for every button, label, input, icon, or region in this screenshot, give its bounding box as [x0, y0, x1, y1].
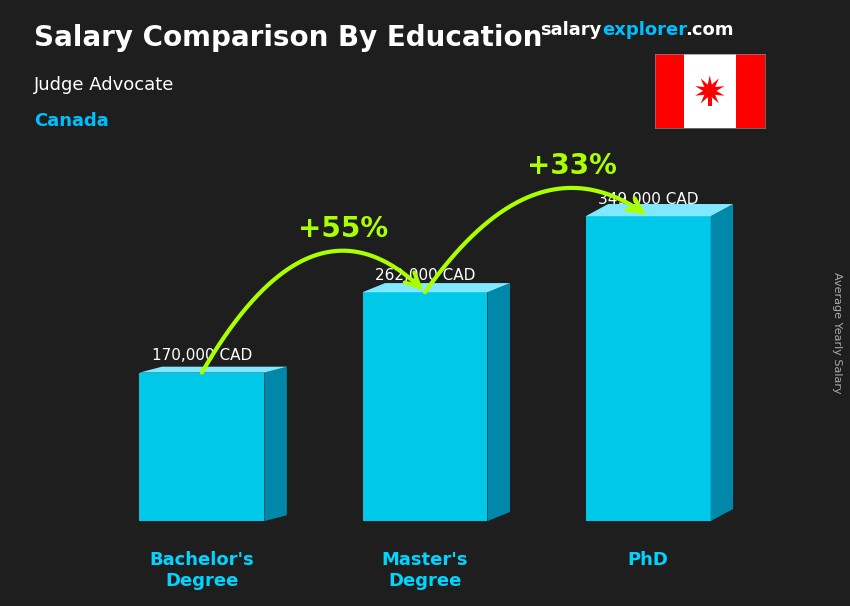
Bar [362, 292, 487, 521]
Text: Master's
Degree: Master's Degree [382, 551, 468, 590]
Text: 262,000 CAD: 262,000 CAD [375, 268, 475, 283]
Text: +55%: +55% [298, 215, 388, 243]
Text: Average Yearly Salary: Average Yearly Salary [832, 273, 842, 394]
Text: Canada: Canada [34, 112, 109, 130]
Polygon shape [487, 283, 510, 521]
Text: salary: salary [540, 21, 601, 39]
Bar [684, 54, 735, 128]
Polygon shape [586, 204, 733, 216]
Polygon shape [264, 367, 286, 521]
Text: Judge Advocate: Judge Advocate [34, 76, 174, 94]
Bar [707, 98, 712, 107]
Text: +33%: +33% [527, 152, 617, 181]
Polygon shape [695, 75, 724, 107]
Bar [735, 54, 765, 128]
Polygon shape [139, 367, 286, 373]
Text: explorer: explorer [602, 21, 687, 39]
Text: PhD: PhD [627, 551, 669, 569]
Text: .com: .com [685, 21, 734, 39]
Bar [654, 54, 684, 128]
Bar [139, 373, 264, 521]
Text: 349,000 CAD: 349,000 CAD [598, 192, 699, 207]
Text: 170,000 CAD: 170,000 CAD [152, 348, 252, 363]
Polygon shape [711, 204, 733, 521]
Text: Bachelor's
Degree: Bachelor's Degree [150, 551, 254, 590]
Text: Salary Comparison By Education: Salary Comparison By Education [34, 24, 542, 52]
Polygon shape [362, 283, 510, 292]
Bar [586, 216, 711, 521]
